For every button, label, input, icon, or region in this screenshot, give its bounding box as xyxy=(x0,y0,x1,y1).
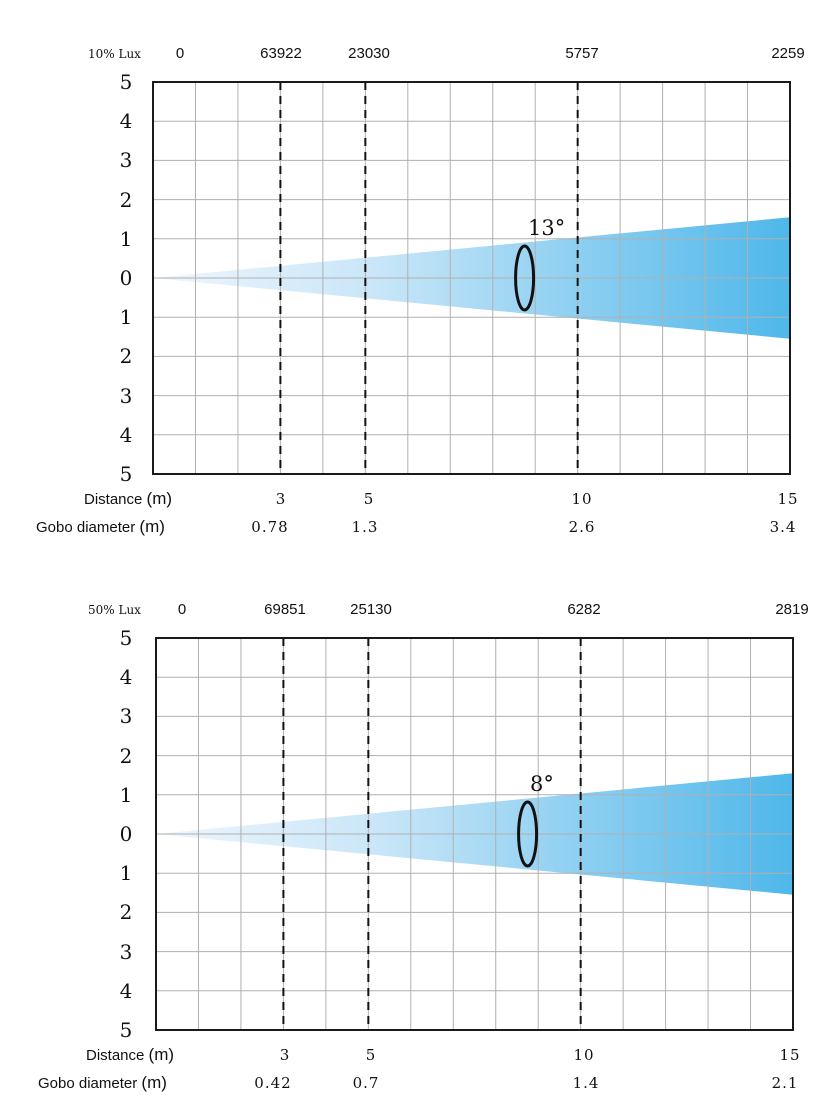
y-tick-label: 5 xyxy=(119,626,133,650)
plot-frame xyxy=(155,637,794,1031)
y-tick-label: 2 xyxy=(119,344,133,369)
y-tick-label: 2 xyxy=(119,187,133,212)
distance-tick: 15 xyxy=(779,1046,801,1064)
gobo-diameter: 0.7 xyxy=(352,1074,380,1092)
gobo-diameter: 3.4 xyxy=(769,518,797,536)
distance-unit: (m) xyxy=(146,489,173,508)
lux-value: 63922 xyxy=(260,45,302,62)
gobo-diameter: 1.4 xyxy=(572,1074,600,1092)
gobo-unit: (m) xyxy=(141,1073,167,1092)
distance-tick: 10 xyxy=(571,490,593,508)
y-tick-label: 4 xyxy=(119,109,133,134)
gobo-unit: (m) xyxy=(139,517,165,536)
gobo-diameter: 2.6 xyxy=(568,518,596,536)
lux-zero: 0 xyxy=(177,601,187,618)
y-tick-label: 5 xyxy=(119,70,133,94)
distance-label: Distance xyxy=(86,1047,145,1064)
distance-tick: 15 xyxy=(777,490,799,508)
distance-row-label: Distance (m) xyxy=(84,490,172,507)
y-tick-label: 4 xyxy=(119,665,133,690)
y-tick-label: 5 xyxy=(119,1018,133,1042)
distance-tick: 10 xyxy=(573,1046,595,1064)
y-tick-label: 1 xyxy=(119,226,133,251)
lux-value: 6282 xyxy=(567,601,601,618)
gobo-diameter: 2.1 xyxy=(771,1074,799,1092)
gobo-diameter: 1.3 xyxy=(351,518,379,536)
y-tick-label: 2 xyxy=(119,900,133,925)
distance-unit: (m) xyxy=(148,1045,175,1064)
distance-tick: 3 xyxy=(275,490,287,508)
lux-value: 23030 xyxy=(348,45,390,62)
beam-angle-label: 8° xyxy=(530,772,554,796)
lux-value: 2819 xyxy=(775,601,809,618)
lux-label-text: 10% Lux xyxy=(88,47,141,61)
y-tick-label: 4 xyxy=(119,978,133,1003)
y-tick-label: 3 xyxy=(119,939,133,964)
gobo-diameter: 0.78 xyxy=(251,518,289,536)
gobo-ellipse xyxy=(514,244,536,312)
gobo-diameter: 0.42 xyxy=(254,1074,292,1092)
gobo-row-label: Gobo diameter (m) xyxy=(36,518,165,535)
y-tick-label: 3 xyxy=(119,148,133,173)
y-tick-label: 1 xyxy=(119,305,133,330)
distance-tick: 3 xyxy=(279,1046,291,1064)
beam-plot xyxy=(155,637,794,1031)
y-tick-label: 1 xyxy=(119,861,133,886)
distance-tick: 5 xyxy=(363,490,375,508)
gobo-row-label: Gobo diameter (m) xyxy=(38,1074,167,1091)
distance-label: Distance xyxy=(84,491,143,508)
distance-tick: 5 xyxy=(365,1046,377,1064)
y-tick-label: 0 xyxy=(119,266,133,290)
distance-row-label: Distance (m) xyxy=(86,1046,174,1063)
lux-value: 69851 xyxy=(264,601,306,618)
y-tick-label: 4 xyxy=(119,422,133,447)
lux-label-text: 50% Lux xyxy=(88,603,141,617)
y-tick-label: 0 xyxy=(119,822,133,846)
gobo-ellipse xyxy=(517,800,539,868)
beam-angle-label: 13° xyxy=(528,216,566,240)
plot-frame xyxy=(152,81,791,475)
gobo-label: Gobo diameter xyxy=(36,519,136,536)
y-tick-label: 1 xyxy=(119,782,133,807)
lux-label: 50% Lux xyxy=(88,602,141,616)
gobo-label: Gobo diameter xyxy=(38,1075,138,1092)
beam-plot xyxy=(152,81,791,475)
lux-zero: 0 xyxy=(175,45,185,62)
y-tick-label: 3 xyxy=(119,704,133,729)
y-tick-label: 2 xyxy=(119,743,133,768)
lux-value: 5757 xyxy=(565,45,599,62)
y-tick-label: 3 xyxy=(119,383,133,408)
y-tick-label: 5 xyxy=(119,462,133,486)
lux-label: 10% Lux xyxy=(88,46,141,60)
lux-value: 25130 xyxy=(350,601,392,618)
lux-value: 2259 xyxy=(771,45,805,62)
